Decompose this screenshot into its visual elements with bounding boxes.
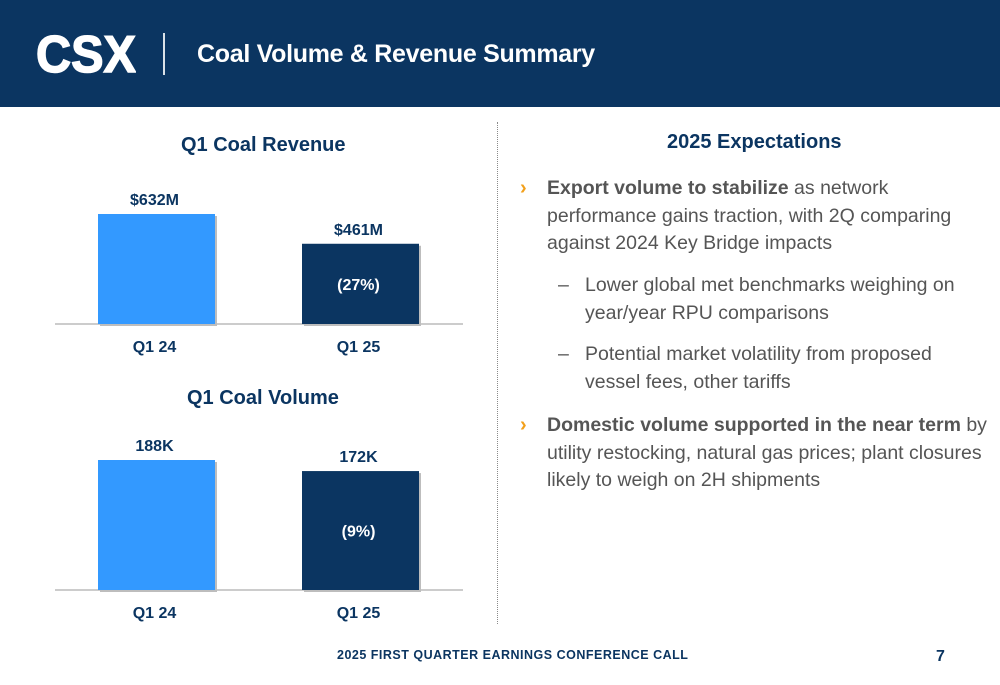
bullet-domestic-bold: Domestic volume supported in the near te… [547, 414, 961, 436]
category-label: Q1 25 [337, 339, 381, 356]
bar-q1-24 [98, 460, 215, 590]
bar-value-label: 172K [339, 449, 378, 466]
subbullet-met-benchmarks-text: Lower global met benchmarks weighing on … [585, 274, 955, 324]
category-label: Q1 25 [337, 605, 381, 622]
bullet-export-bold: Export volume to stabilize [547, 177, 789, 199]
chevron-icon: › [520, 414, 527, 436]
bullet-domestic-text: by utility restocking, natural gas price… [547, 414, 987, 491]
change-label: (27%) [337, 277, 380, 294]
volume-chart-title: Q1 Coal Volume [187, 387, 339, 409]
bar-value-label: $632M [130, 192, 179, 209]
chevron-icon: › [520, 177, 527, 199]
bar-q1-24 [98, 214, 215, 324]
dash-icon: – [558, 274, 569, 296]
svg-text:CSX: CSX [36, 28, 136, 78]
revenue-chart: $632M Q1 24 $461M Q1 25 (27%) [55, 192, 463, 356]
column-divider [497, 122, 498, 624]
category-label: Q1 24 [133, 605, 177, 622]
volume-chart: 188K Q1 24 172K Q1 25 (9%) [55, 438, 463, 622]
page-number: 7 [936, 648, 945, 665]
logo-separator [163, 33, 165, 75]
revenue-chart-title: Q1 Coal Revenue [181, 134, 346, 156]
charts-canvas: $632M Q1 24 $461M Q1 25 (27%) 188K Q1 24 172K Q… [55, 192, 463, 622]
expectations-title: 2025 Expectations [667, 131, 842, 153]
slide-title: Coal Volume & Revenue Summary [197, 40, 595, 68]
header-bar: CSX Coal Volume & Revenue Summary [0, 0, 1000, 107]
subbullet-vessel-fees-text: Potential market volatility from propose… [585, 343, 932, 393]
bar-q1-25 [302, 471, 419, 590]
bar-q1-25 [302, 243, 419, 324]
dash-icon: – [558, 343, 569, 365]
change-label: (9%) [342, 524, 376, 541]
bullet-export-text: as network performance gains traction, w… [547, 177, 952, 254]
category-label: Q1 24 [133, 339, 177, 356]
bar-value-label: 188K [135, 438, 174, 455]
bar-value-label: $461M [334, 222, 383, 239]
csx-logo: CSX [36, 28, 136, 78]
footer-text: 2025 FIRST QUARTER EARNINGS CONFERENCE C… [337, 648, 689, 662]
